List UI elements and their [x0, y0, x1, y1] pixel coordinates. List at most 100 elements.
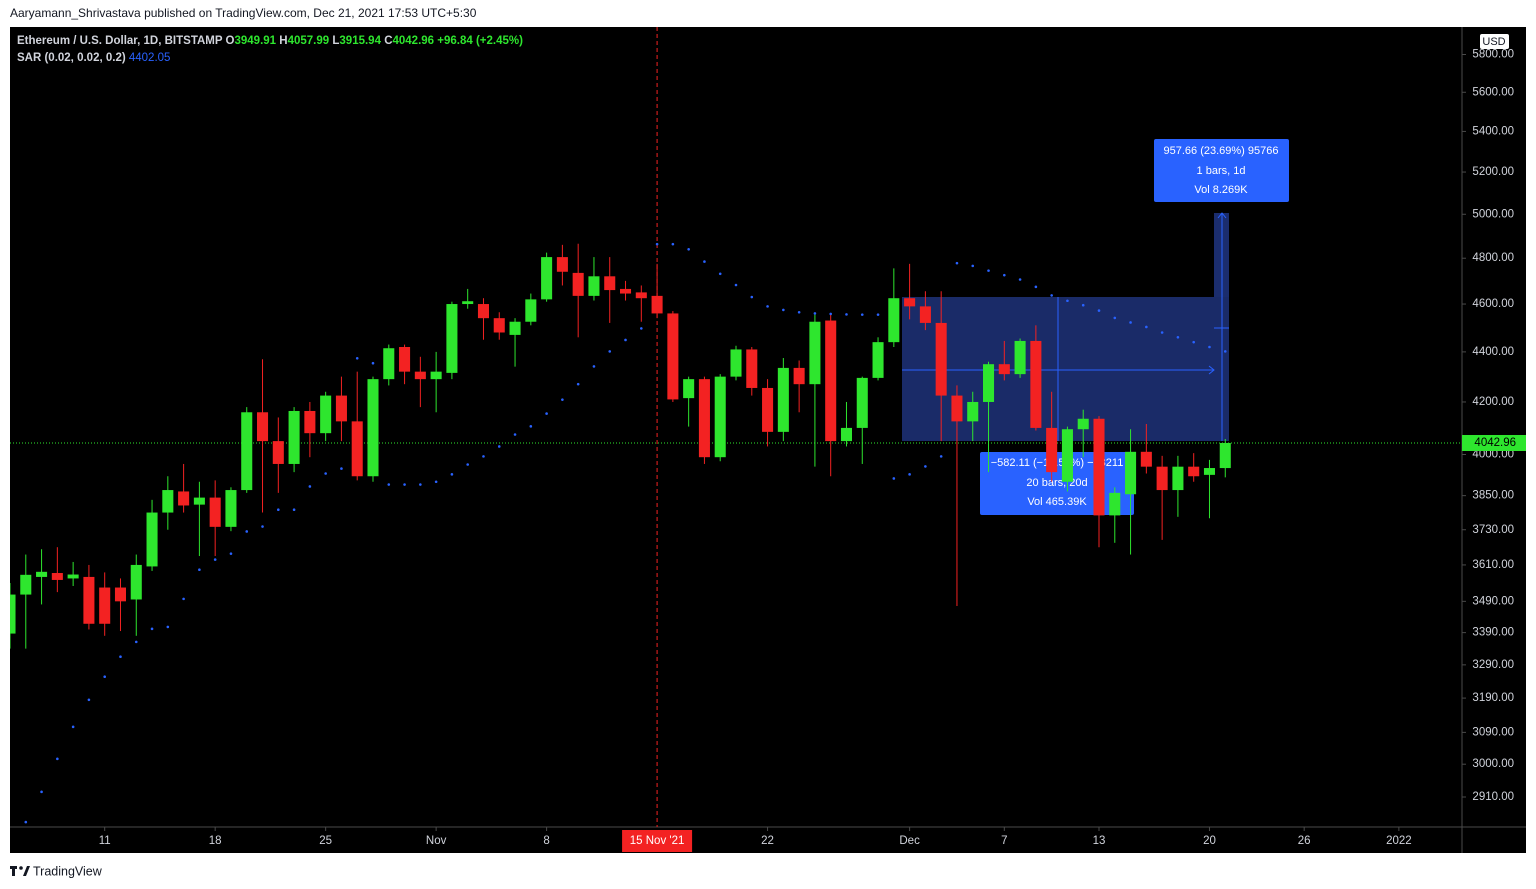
- sar-dot: [1003, 273, 1006, 277]
- candle-body: [1093, 418, 1105, 516]
- sar-dot: [340, 467, 343, 470]
- x-tick-label: 13: [1093, 835, 1106, 847]
- logo-shape: [23, 866, 30, 876]
- candle-body: [99, 587, 111, 624]
- ohlc-key: O: [226, 35, 235, 47]
- sar-dot: [592, 365, 596, 368]
- candle-body: [667, 313, 679, 400]
- sar-dot: [955, 261, 959, 265]
- price-tag: 4042.96: [1474, 437, 1516, 449]
- y-tick-label: 4400.00: [1472, 346, 1514, 358]
- candle-body: [1156, 466, 1168, 491]
- sar-dot: [482, 455, 485, 458]
- candle-body: [304, 410, 316, 434]
- y-tick-label: 3090.00: [1472, 726, 1514, 738]
- logo-shape: [12, 866, 15, 876]
- sar-dot: [797, 310, 801, 314]
- sar-dot: [1034, 285, 1038, 289]
- candle-body: [556, 257, 568, 272]
- sar-dot: [640, 327, 643, 330]
- candle-body: [399, 347, 411, 372]
- ohlc-value: 3915.94: [339, 35, 381, 47]
- logo-shape: [19, 866, 23, 870]
- candle-body: [1219, 442, 1231, 469]
- y-tick-label: 5800.00: [1472, 49, 1514, 61]
- candle-body: [604, 276, 616, 291]
- measure-label-up: [1154, 139, 1289, 202]
- arrow-head: [1208, 365, 1215, 375]
- measure-text: 957.66 (23.69%) 95766: [1164, 145, 1279, 157]
- y-tick-label: 4000.00: [1472, 449, 1514, 461]
- candle-body: [10, 594, 16, 634]
- candle-body: [635, 292, 647, 299]
- currency-box[interactable]: [1480, 34, 1509, 49]
- sar-dot: [1208, 345, 1211, 349]
- sar-dot: [229, 552, 233, 555]
- sar-dot: [1050, 294, 1053, 297]
- candle-body: [225, 490, 237, 527]
- sar-dot: [150, 627, 154, 631]
- candle-body: [856, 377, 868, 428]
- sar-dot: [1066, 299, 1069, 303]
- candle-body: [462, 301, 474, 305]
- candle-body: [383, 348, 395, 380]
- candle-body: [825, 320, 837, 442]
- sar-dot: [1160, 331, 1164, 334]
- y-tick-label: 3000.00: [1472, 758, 1514, 770]
- candle-body: [730, 349, 742, 377]
- candle-body: [904, 298, 916, 307]
- x-tick-label: 11: [99, 835, 111, 847]
- y-tick-label: 2910.00: [1472, 791, 1514, 803]
- candle-body: [493, 318, 505, 333]
- crosshair-label: 15 Nov '21: [630, 835, 685, 847]
- sar-dot: [545, 412, 548, 415]
- ohlc-key: H: [279, 35, 287, 47]
- candle-body: [982, 364, 995, 402]
- candle-body: [1030, 340, 1042, 428]
- candle-body: [1140, 451, 1152, 467]
- sar-dot: [576, 382, 580, 386]
- ohlc-value: 3949.91: [235, 35, 277, 47]
- measure-box[interactable]: [902, 297, 1229, 441]
- sar-dot: [387, 483, 391, 486]
- x-tick-label: 7: [1001, 835, 1007, 847]
- candle-body: [1188, 466, 1200, 477]
- candle-body: [241, 412, 253, 491]
- candle-body: [178, 491, 190, 506]
- candle-body: [651, 295, 663, 314]
- sar-dot: [497, 445, 501, 448]
- candle-body: [588, 276, 600, 296]
- footer-logo: TradingView: [10, 864, 103, 878]
- y-tick-label: 3610.00: [1472, 559, 1514, 571]
- x-tick-label: Nov: [426, 835, 447, 847]
- candle-body: [446, 304, 458, 373]
- sar-dot: [371, 361, 375, 365]
- y-tick-label: 3730.00: [1472, 524, 1514, 536]
- measure-text: Vol 8.269K: [1194, 184, 1248, 196]
- y-tick-label: 4200.00: [1472, 396, 1514, 408]
- candle-body: [509, 321, 521, 335]
- candle-body: [888, 298, 900, 343]
- brand: TradingView: [33, 864, 103, 878]
- sar-dot: [703, 260, 706, 263]
- measure-text: 1 bars, 1d: [1197, 165, 1246, 177]
- sar-dot: [277, 508, 280, 512]
- y-tick-label: 3190.00: [1472, 692, 1514, 704]
- sar-dot: [892, 477, 896, 480]
- currency: USD: [1482, 36, 1505, 48]
- sar-dot: [924, 465, 927, 468]
- sar-dot: [182, 597, 185, 601]
- candle-body: [935, 322, 947, 396]
- sar-dot: [245, 530, 249, 533]
- candle-body: [998, 364, 1010, 375]
- candle-body: [193, 497, 205, 505]
- sar-dot: [1081, 303, 1085, 307]
- measure-label-up-group: 957.66 (23.69%) 95766 1 bars, 1d Vol 8.2…: [1154, 139, 1289, 202]
- sar-dot: [292, 508, 296, 512]
- sar-dot: [450, 473, 454, 476]
- sar-dot: [24, 820, 28, 824]
- y-tick-label: 3490.00: [1472, 595, 1514, 607]
- sar-dot: [308, 485, 312, 488]
